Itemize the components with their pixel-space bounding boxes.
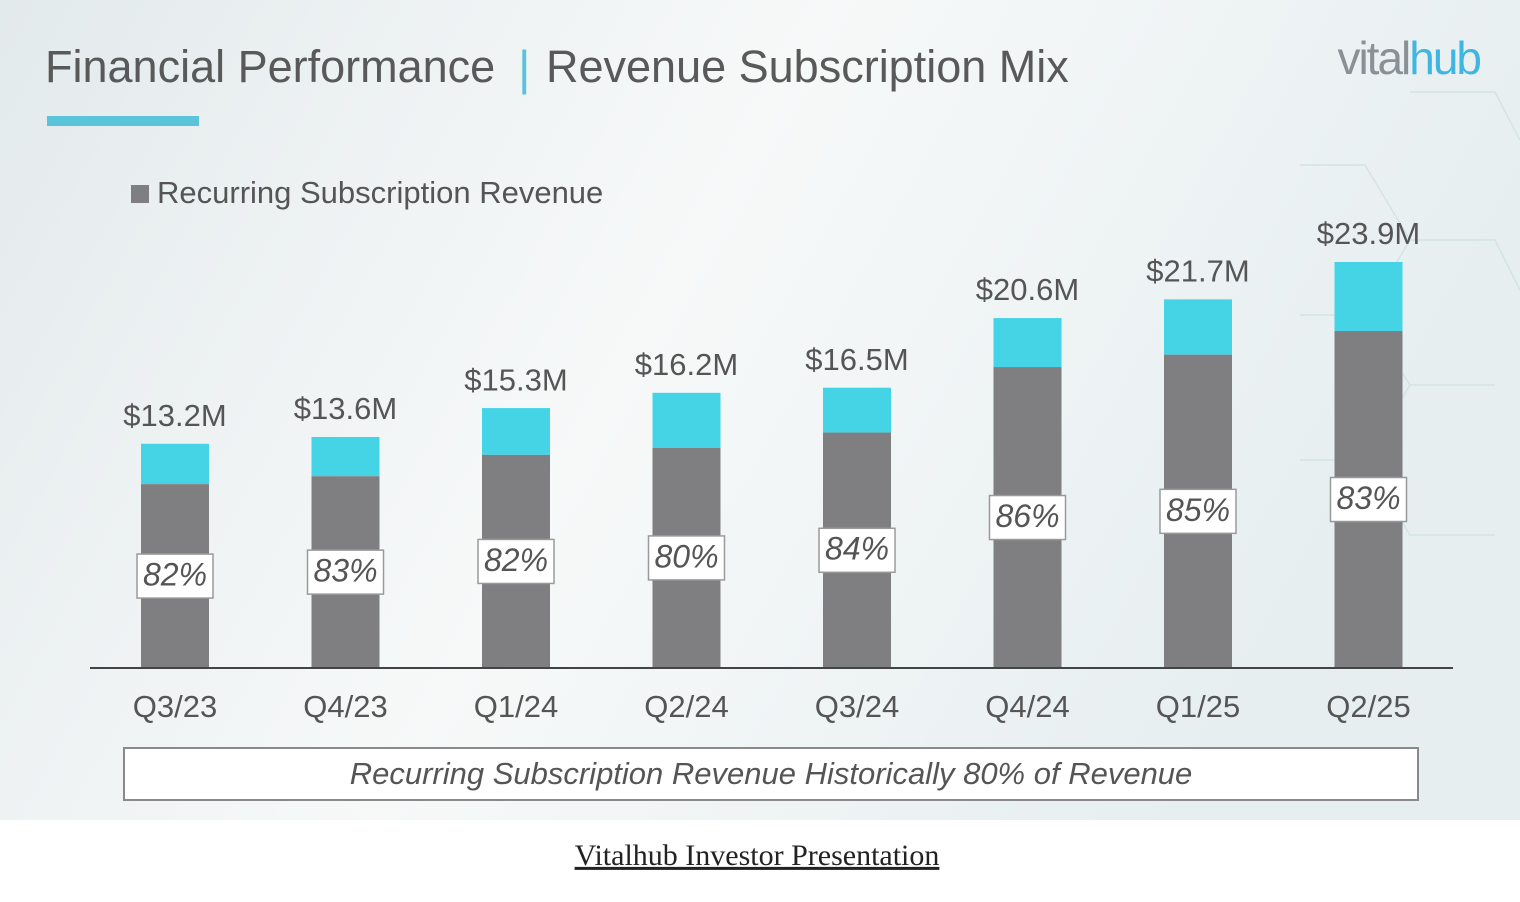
value-label: $16.5M [805,342,908,377]
value-label: $21.7M [1146,254,1249,289]
caption: Vitalhub Investor Presentation [575,839,940,872]
share-label-box [1159,488,1237,535]
value-label: $13.6M [294,391,397,426]
bar-remainder [993,318,1062,368]
share-label: 83% [1336,480,1400,516]
share-label: 80% [654,538,718,574]
bar-remainder [482,408,550,455]
value-label: $13.2M [123,398,226,433]
title: Financial Performance [45,41,495,92]
annotation: Recurring Subscription Revenue Historica… [350,756,1193,791]
logo: vitalhub [1337,32,1480,84]
logo-part: hub [1409,32,1480,84]
bar-remainder [141,443,209,485]
share-label: 86% [995,498,1059,534]
bar-remainder [652,392,721,448]
share-label-box [818,527,896,574]
share-label: 84% [825,531,889,567]
title-underline [47,116,199,126]
share-label-box [136,553,214,599]
x-tick-label: Q1/25 [1156,689,1240,724]
plot: Recurring Subscription Revenue $13.2M 82% Q… [90,175,1453,724]
share-label: 83% [313,553,377,589]
x-tick-label: Q3/23 [133,689,217,724]
share-label-box [647,535,726,581]
logo-part: vital [1337,32,1409,84]
title-separator: | [518,43,530,96]
legend-swatch [131,185,149,203]
x-tick-label: Q4/23 [303,689,387,724]
x-tick-label: Q4/24 [985,689,1069,724]
bar-remainder [823,387,891,433]
share-label-box [306,549,385,595]
annotation-box [123,747,1419,801]
share-label: 82% [143,557,207,593]
slide-background [0,0,1520,820]
bar-remainder [311,436,380,477]
x-tick-label: Q2/24 [644,689,728,724]
value-label: $20.6M [976,272,1079,307]
x-tick-label: Q3/24 [815,689,899,724]
share-label-box [988,494,1067,541]
share-label: 85% [1166,492,1230,528]
bar-remainder [1334,262,1403,332]
bar-remainder [1164,299,1232,355]
share-label: 82% [484,542,548,578]
share-label-box [477,538,555,585]
value-label: $15.3M [464,362,567,397]
value-label: $16.2M [635,347,738,382]
x-tick-label: Q1/24 [474,689,558,724]
share-label-box [1329,476,1408,523]
legend-label: Recurring Subscription Revenue [157,175,603,210]
subtitle: Revenue Subscription Mix [546,41,1069,92]
x-tick-label: Q2/25 [1326,689,1410,724]
value-label: $23.9M [1317,216,1420,251]
